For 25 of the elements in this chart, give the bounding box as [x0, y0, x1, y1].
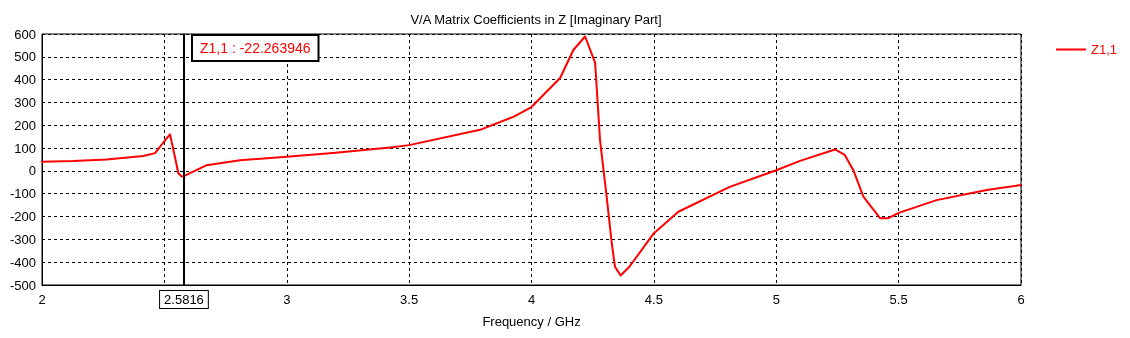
annotation: Z1,1 : -22.263946 — [200, 40, 311, 56]
y-tick-label: -500 — [9, 277, 36, 293]
x-tick-label: 4 — [527, 292, 536, 307]
y-tick-label: 400 — [14, 72, 36, 88]
x-axis-title: Frequency / GHz — [482, 314, 581, 329]
x-tick-label: 3.5 — [400, 292, 419, 307]
y-tick-label: -300 — [9, 231, 36, 247]
x-tick-label: 4.5 — [644, 292, 663, 307]
x-tick-label: 5.5 — [889, 292, 908, 307]
y-tick-label: 500 — [14, 49, 36, 65]
chart-title: V/A Matrix Coefficients in Z [Imaginary Part] — [410, 12, 662, 27]
y-tick-label: -100 — [9, 186, 36, 202]
y-tick-label: 200 — [14, 117, 36, 133]
x-tick-label: 3 — [283, 292, 291, 307]
y-tick-label: 0 — [28, 163, 36, 179]
y-tick-label: 600 — [14, 26, 36, 42]
x-tick-label: 5 — [772, 292, 780, 307]
y-tick-label: 300 — [14, 94, 36, 110]
ref-line-label: 2.5816 — [164, 292, 204, 307]
y-tick-label: -200 — [9, 209, 36, 225]
x-tick-label: 2 — [38, 292, 46, 307]
x-tick-label: 6 — [1017, 292, 1025, 307]
legend-label: Z1,1 — [1090, 42, 1117, 57]
y-tick-label: -400 — [9, 254, 36, 270]
y-tick-label: 100 — [14, 140, 36, 156]
